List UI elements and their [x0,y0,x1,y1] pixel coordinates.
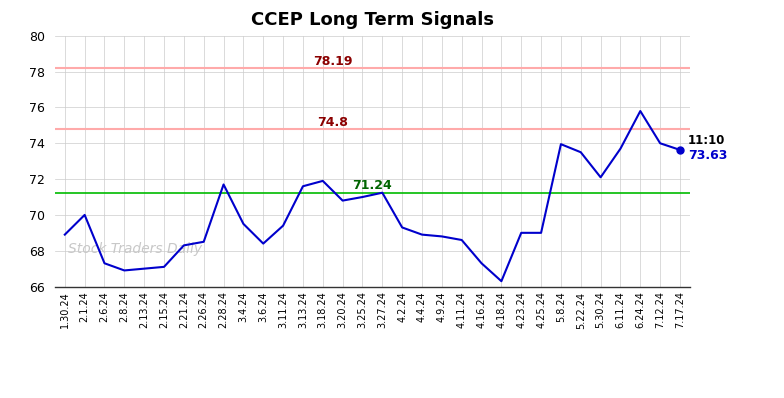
Text: Stock Traders Daily: Stock Traders Daily [67,242,201,256]
Text: 71.24: 71.24 [353,179,392,193]
Text: 73.63: 73.63 [688,149,728,162]
Text: 74.8: 74.8 [318,116,348,129]
Text: 78.19: 78.19 [313,55,353,68]
Title: CCEP Long Term Signals: CCEP Long Term Signals [251,11,494,29]
Text: 11:10: 11:10 [688,134,725,146]
